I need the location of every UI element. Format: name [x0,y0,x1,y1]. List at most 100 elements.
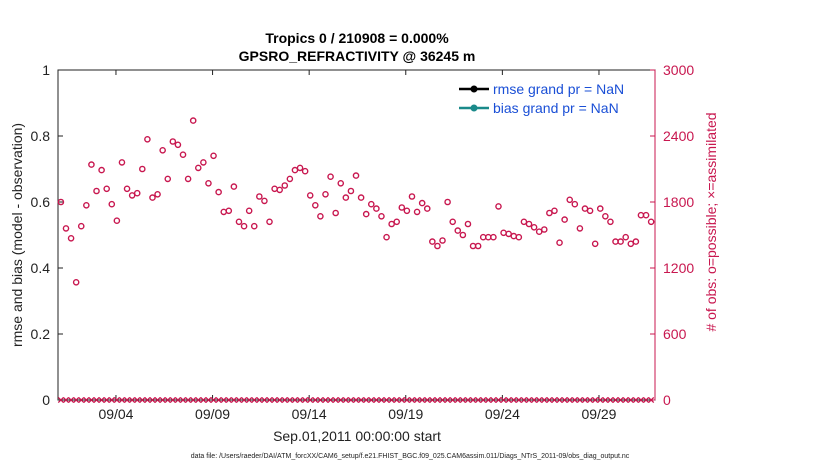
y-axis-right: 0 600 1200 1800 2400 3000 [650,62,694,408]
obs-assimilated-point [149,396,156,404]
obs-assimilated-point [388,396,395,404]
obs-possible-point [179,151,187,158]
obs-possible-point [261,197,268,205]
y-tick-label: 0.8 [31,128,51,144]
obs-assimilated-point [485,396,492,404]
obs-possible-point [113,217,121,224]
obs-possible-point [194,164,202,172]
obs-assimilated-point [57,396,64,404]
obs-assimilated-point [587,396,594,404]
obs-assimilated-point [241,396,248,404]
obs-possible-point [367,200,375,208]
obs-possible-point [571,200,579,208]
obs-possible-point [474,242,482,250]
obs-assimilated-point [459,396,466,404]
obs-possible-point [464,220,472,228]
obs-assimilated-point [480,396,487,404]
obs-possible-point [332,209,339,217]
obs-assimilated-point [434,396,441,404]
obs-possible-point [215,188,222,196]
obs-assimilated-point [291,396,299,404]
obs-assimilated-point [475,396,482,404]
obs-assimilated-point [551,396,558,404]
obs-possible-point [312,201,319,209]
obs-assimilated-point [195,396,202,404]
y-axis-label: rmse and bias (model - observation) [9,123,25,347]
obs-possible-point [434,242,441,250]
obs-assimilated-point [602,396,609,404]
obs-assimilated-point [230,396,237,404]
obs-possible-point [250,222,258,230]
obs-assimilated-point [174,396,181,404]
obs-assimilated-point [342,396,349,404]
obs-assimilated-point [83,396,90,404]
obs-assimilated-point [469,396,477,404]
obs-possible-point [184,175,192,183]
obs-assimilated-point [439,396,446,404]
obs-possible-point [154,190,161,198]
obs-possible-point [505,230,512,238]
obs-assimilated-point [419,396,426,404]
obs-possible-point [617,238,624,245]
obs-assimilated-point [358,396,365,404]
obs-possible-point [189,117,197,124]
obs-possible-point [235,218,243,226]
obs-possible-point [459,231,467,239]
obs-possible-point [423,205,431,212]
obs-assimilated-point [154,396,161,404]
obs-assimilated-point [556,396,563,404]
obs-possible-point [378,212,385,220]
assimilated-obs-series [57,396,655,404]
obs-assimilated-point [592,396,599,404]
y2-tick-label: 1800 [663,194,694,210]
obs-assimilated-point [327,396,334,404]
y2-tick-label: 0 [663,392,671,408]
legend: rmse grand pr = NaN bias grand pr = NaN [459,81,624,116]
obs-possible-point [245,207,253,215]
obs-possible-point [530,223,538,231]
obs-assimilated-point [210,396,217,404]
obs-possible-point [352,172,360,179]
obs-assimilated-point [256,396,263,404]
obs-possible-point [133,189,141,197]
obs-assimilated-point [215,396,222,404]
obs-possible-point [546,209,553,217]
obs-possible-point [561,216,568,223]
x-tick-label: 09/29 [581,406,616,422]
obs-assimilated-point [190,396,197,404]
obs-possible-point [256,193,263,200]
obs-possible-point [515,233,523,241]
obs-possible-point [490,233,497,241]
obs-possible-point [520,218,528,226]
obs-possible-point [342,194,350,201]
obs-assimilated-point [271,396,278,404]
obs-assimilated-point [347,396,354,404]
obs-assimilated-point [302,396,309,404]
obs-assimilated-point [541,396,548,404]
obs-assimilated-point [235,396,243,404]
obs-possible-point [632,238,640,245]
obs-assimilated-point [73,396,80,404]
obs-possible-point [77,222,85,230]
x-axis-label: Sep.01,2011 00:00:00 start [273,428,441,444]
obs-possible-point [200,159,207,166]
obs-possible-point [159,146,166,154]
obs-assimilated-point [637,396,645,404]
y2-tick-label: 600 [663,326,687,342]
obs-possible-point [576,225,584,232]
obs-assimilated-point [205,396,212,404]
obs-assimilated-point [281,396,288,404]
obs-assimilated-point [531,396,538,404]
obs-possible-point [647,218,655,226]
obs-possible-point [225,207,233,215]
obs-assimilated-point [62,396,70,404]
obs-possible-point [388,220,395,228]
obs-possible-point [169,138,177,145]
obs-possible-point [144,135,151,143]
footnote: data file: /Users/raeder/DAI/ATM_forcXX/… [191,453,630,460]
obs-assimilated-point [408,396,416,404]
obs-possible-point [596,205,604,212]
obs-assimilated-point [179,396,187,404]
obs-possible-point [535,228,543,235]
obs-assimilated-point [622,396,629,404]
